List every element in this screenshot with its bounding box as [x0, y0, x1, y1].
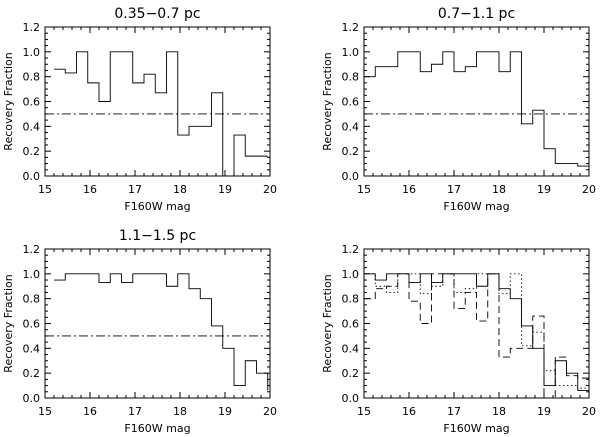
y-tick-label: 0.8: [23, 293, 41, 306]
y-tick-label: 0.8: [23, 71, 41, 84]
x-tick-label: 18: [492, 183, 506, 196]
y-tick-label: 0.0: [23, 392, 41, 405]
panel-4: 15 16 17 18 19 20 0.0 0.2 0.4 0.6 0.8 1.0 1.2 F160W m…: [321, 243, 596, 435]
y-tick-label: 0.4: [23, 120, 41, 133]
panel-title: 0.7−1.1 pc: [438, 6, 515, 22]
y-tick-label: 1.0: [342, 268, 360, 281]
x-axis-label: F160W mag: [443, 422, 509, 435]
panel-title: 0.35−0.7 pc: [114, 6, 200, 22]
y-tick-label: 0.4: [342, 120, 360, 133]
x-tick-label: 17: [447, 183, 461, 196]
y-tick-label: 0.4: [342, 342, 360, 355]
panel-1: 15 16 17 18 19 20 0.0 0.2 0.4 0.6 0.8 1.0 1.2 F160W m…: [2, 6, 277, 213]
x-tick-label: 20: [582, 405, 596, 418]
series-solid-line: [364, 51, 589, 167]
y-tick-label: 0.8: [342, 71, 360, 84]
x-tick-label: 20: [263, 183, 277, 196]
y-tick-label: 1.0: [23, 46, 41, 59]
y-tick-label: 0.2: [23, 145, 41, 158]
y-tick-label: 1.2: [23, 243, 41, 256]
y-tick-label: 1.0: [23, 268, 41, 281]
y-tick-label: 0.2: [342, 367, 360, 380]
y-axis-label: Recovery Fraction: [321, 274, 334, 372]
y-tick-label: 0.0: [342, 392, 360, 405]
series-solid-line: [54, 51, 268, 177]
x-tick-label: 17: [128, 405, 142, 418]
x-tick-label: 16: [402, 405, 416, 418]
panel-title: 1.1−1.5 pc: [119, 228, 196, 244]
y-tick-label: 1.2: [23, 21, 41, 34]
y-tick-label: 0.6: [342, 96, 360, 109]
x-tick-label: 19: [537, 405, 551, 418]
y-axis-label: Recovery Fraction: [321, 52, 334, 150]
y-tick-label: 0.0: [23, 170, 41, 183]
x-axis-label: F160W mag: [124, 422, 190, 435]
series-solid-line: [54, 273, 269, 391]
y-tick-label: 0.4: [23, 342, 41, 355]
x-tick-label: 18: [173, 405, 187, 418]
x-tick-label: 19: [218, 183, 232, 196]
y-axis-label: Recovery Fraction: [2, 274, 15, 372]
x-tick-label: 16: [83, 405, 97, 418]
series-solid-line: [364, 273, 589, 391]
y-tick-label: 0.6: [342, 318, 360, 331]
x-axis-label: F160W mag: [124, 200, 190, 213]
x-tick-label: 18: [173, 183, 187, 196]
plot-frame: [44, 26, 271, 177]
y-tick-label: 0.6: [23, 318, 41, 331]
x-tick-label: 16: [83, 183, 97, 196]
plot-frame: [44, 248, 271, 399]
y-tick-label: 1.0: [342, 46, 360, 59]
panel-2: 15 16 17 18 19 20 0.0 0.2 0.4 0.6 0.8 1.0 1.2 F160W m…: [321, 6, 596, 213]
y-tick-label: 1.2: [342, 21, 360, 34]
x-tick-label: 19: [537, 183, 551, 196]
x-tick-label: 16: [402, 183, 416, 196]
x-tick-label: 17: [447, 405, 461, 418]
y-tick-label: 1.2: [342, 243, 360, 256]
x-tick-label: 17: [128, 183, 142, 196]
x-tick-label: 15: [357, 183, 371, 196]
y-tick-label: 0.2: [23, 367, 41, 380]
y-tick-label: 0.2: [342, 145, 360, 158]
x-tick-label: 20: [263, 405, 277, 418]
x-tick-label: 15: [357, 405, 371, 418]
x-axis-label: F160W mag: [443, 200, 509, 213]
x-tick-label: 20: [582, 183, 596, 196]
y-axis-label: Recovery Fraction: [2, 52, 15, 150]
x-tick-label: 18: [492, 405, 506, 418]
y-tick-label: 0.6: [23, 96, 41, 109]
panel-3: 15 16 17 18 19 20 0.0 0.2 0.4 0.6 0.8 1.0 1.2 F160W m…: [2, 228, 277, 435]
y-tick-label: 0.8: [342, 293, 360, 306]
y-tick-label: 0.0: [342, 170, 360, 183]
x-tick-label: 19: [218, 405, 232, 418]
x-tick-label: 15: [38, 405, 52, 418]
x-tick-label: 15: [38, 183, 52, 196]
